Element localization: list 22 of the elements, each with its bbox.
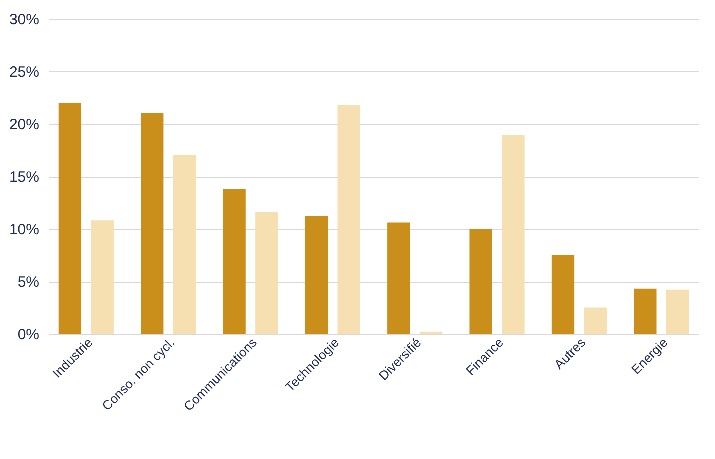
bar bbox=[256, 212, 278, 334]
bar bbox=[634, 288, 657, 334]
y-tick-label: 10% bbox=[9, 222, 40, 238]
bar bbox=[552, 255, 575, 334]
bar bbox=[470, 229, 492, 334]
bar bbox=[666, 290, 690, 334]
y-tick-label: 30% bbox=[9, 12, 40, 28]
bar bbox=[91, 220, 114, 334]
y-tick-label: 20% bbox=[9, 116, 40, 134]
bar bbox=[173, 156, 196, 334]
bar bbox=[141, 114, 164, 334]
bar bbox=[338, 105, 360, 334]
y-tick-label: 15% bbox=[9, 169, 40, 186]
bar bbox=[502, 136, 525, 334]
y-tick-label: 25% bbox=[9, 64, 40, 81]
bar bbox=[58, 103, 82, 334]
bar bbox=[223, 189, 246, 334]
y-tick-label: 0% bbox=[18, 326, 40, 344]
bar bbox=[305, 216, 328, 334]
y-tick-label: 5% bbox=[18, 274, 40, 291]
bar bbox=[584, 308, 607, 334]
bar bbox=[388, 222, 410, 334]
